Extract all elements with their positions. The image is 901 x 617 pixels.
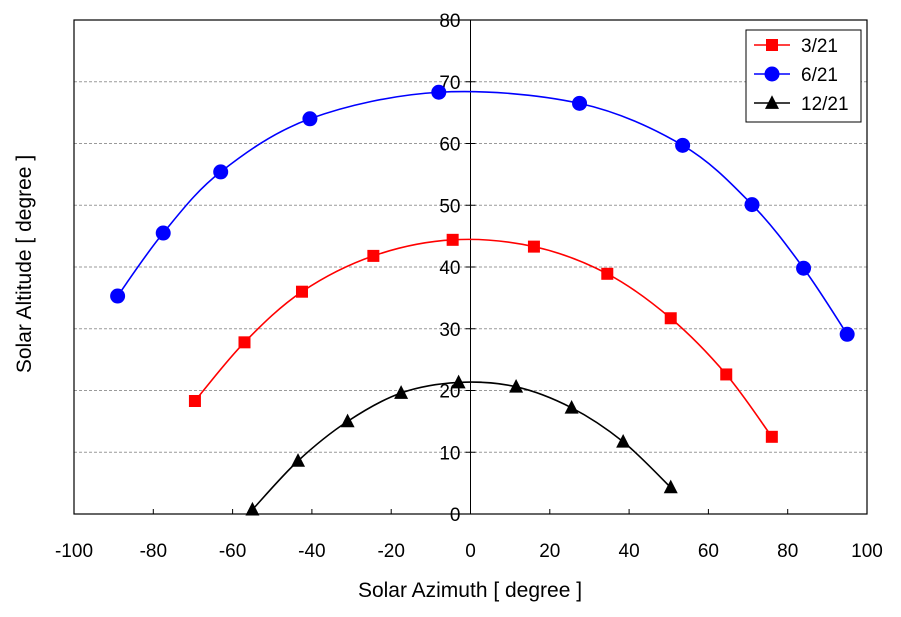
- data-point-12-21: [451, 374, 466, 389]
- legend-label-12-21: 12/21: [801, 94, 849, 115]
- data-point-3-21: [664, 312, 677, 325]
- y-tick-label: 30: [439, 320, 460, 341]
- data-point-12-21: [509, 378, 524, 393]
- data-point-12-21: [291, 453, 306, 467]
- legend-marker-6-21: [764, 66, 780, 82]
- data-point-6-21: [675, 137, 691, 153]
- legend-item-12-21: 12/21: [754, 94, 849, 115]
- x-tick-label: 60: [698, 541, 719, 562]
- data-point-6-21: [110, 288, 126, 304]
- x-axis-title: Solar Azimuth [ degree ]: [358, 579, 582, 602]
- x-tick-label: -20: [377, 541, 404, 562]
- data-point-3-21: [446, 233, 459, 246]
- series-3-21: [188, 233, 778, 443]
- y-tick-label: 50: [439, 196, 460, 217]
- y-tick-label: 0: [450, 505, 461, 526]
- series-12-21: [245, 374, 678, 516]
- data-point-6-21: [839, 326, 855, 342]
- x-tick-label: 0: [465, 541, 476, 562]
- x-tick-label: -40: [298, 541, 325, 562]
- data-point-6-21: [213, 164, 229, 180]
- legend-label-6-21: 6/21: [801, 65, 838, 86]
- series-line-6-21: [116, 90, 848, 335]
- legend-item-3-21: 3/21: [754, 36, 838, 57]
- data-point-12-21: [245, 501, 260, 516]
- x-tick-label: 40: [619, 541, 640, 562]
- data-point-12-21: [663, 479, 678, 494]
- y-tick-label: 80: [439, 11, 460, 32]
- legend-marker-12-21: [765, 95, 779, 109]
- series-layer: [110, 84, 855, 516]
- x-tick-label: -100: [55, 541, 93, 562]
- y-axis-title: Solar Altitude [ degree ]: [13, 155, 36, 373]
- data-point-3-21: [295, 285, 308, 298]
- x-tick-label: 80: [777, 541, 798, 562]
- data-point-12-21: [340, 413, 355, 428]
- data-point-3-21: [367, 249, 380, 262]
- legend-marker-3-21: [766, 39, 778, 51]
- data-point-3-21: [188, 394, 201, 407]
- legend: 3/21 6/21 12/21: [745, 29, 862, 123]
- data-point-12-21: [564, 399, 579, 414]
- y-tick-label: 60: [439, 135, 460, 156]
- data-point-6-21: [572, 95, 588, 111]
- data-point-6-21: [796, 260, 812, 276]
- data-point-3-21: [527, 240, 540, 253]
- y-tick-label: 10: [439, 443, 460, 464]
- y-tick-label: 40: [439, 258, 460, 279]
- series-6-21: [110, 84, 855, 342]
- data-point-12-21: [616, 433, 631, 448]
- data-point-3-21: [765, 430, 778, 443]
- x-tick-label: 20: [539, 541, 560, 562]
- series-line-3-21: [194, 238, 773, 438]
- legend-item-6-21: 6/21: [754, 65, 838, 86]
- data-point-6-21: [155, 225, 171, 241]
- data-point-6-21: [431, 84, 447, 100]
- x-tick-label: -80: [140, 541, 167, 562]
- data-point-3-21: [601, 267, 614, 280]
- data-point-3-21: [238, 336, 251, 349]
- data-point-3-21: [720, 368, 733, 381]
- data-point-12-21: [394, 385, 409, 399]
- data-point-6-21: [744, 197, 760, 213]
- legend-label-3-21: 3/21: [801, 36, 838, 57]
- x-tick-label: -60: [219, 541, 246, 562]
- x-axis-ticks: -100 -80 -60 -40 -20 0 20 40 60 80 100: [55, 509, 883, 562]
- x-tick-label: 100: [851, 541, 883, 562]
- series-line-12-21: [251, 381, 672, 511]
- data-point-6-21: [302, 111, 318, 127]
